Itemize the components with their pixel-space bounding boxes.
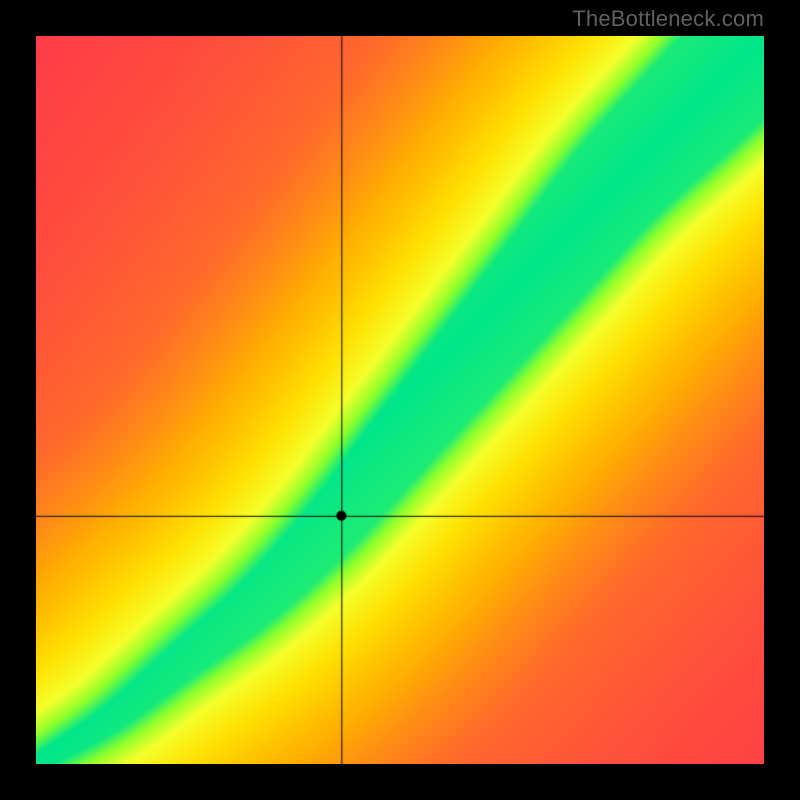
heatmap-canvas bbox=[36, 36, 764, 764]
plot-area bbox=[36, 36, 764, 764]
watermark-text: TheBottleneck.com bbox=[572, 6, 764, 32]
chart-container: TheBottleneck.com bbox=[0, 0, 800, 800]
